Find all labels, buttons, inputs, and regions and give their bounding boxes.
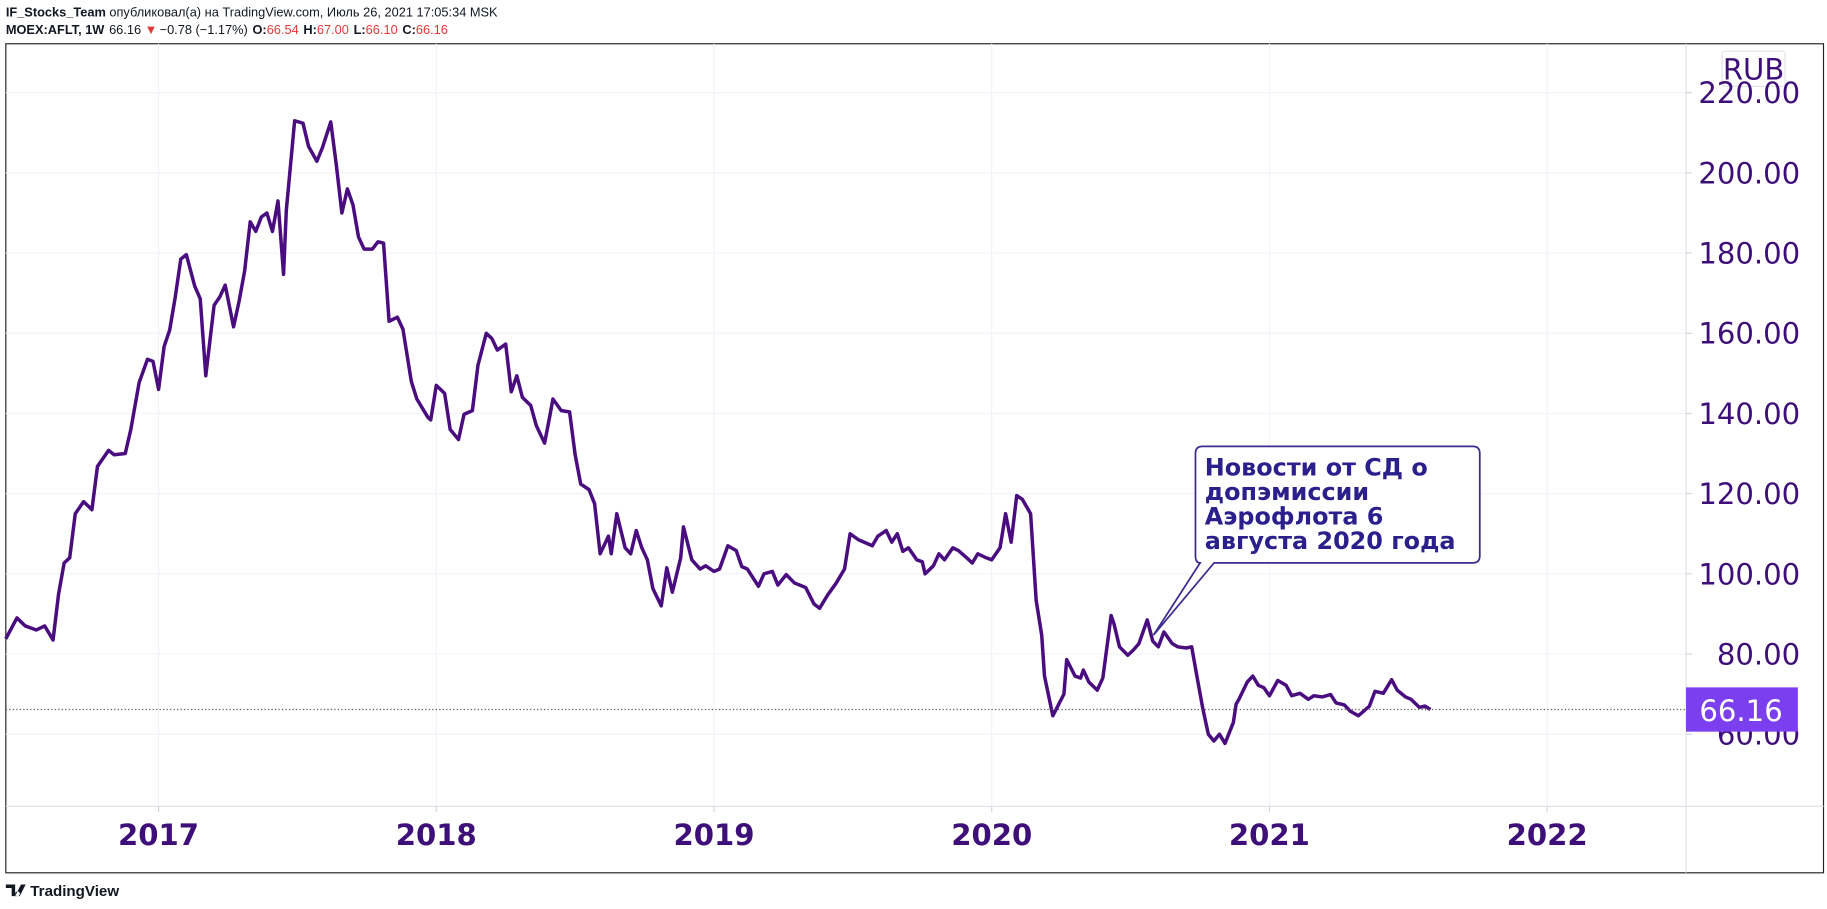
y-tick-label: 180.00 — [1698, 237, 1800, 271]
ohlc-value: 66.16 — [416, 22, 448, 37]
x-tick-label: 2020 — [951, 818, 1032, 852]
x-tick-label: 2017 — [118, 818, 199, 852]
grid — [5, 43, 1687, 807]
callout-line: допэмиссии — [1205, 478, 1369, 506]
plot — [4, 119, 1687, 746]
y-tick-label: 120.00 — [1698, 477, 1800, 511]
brand: TradingView — [30, 883, 119, 900]
author: IF_Stocks_Team — [6, 4, 106, 19]
change: −0.78 (−1.17%) — [160, 22, 248, 37]
price-tag — [1686, 687, 1798, 732]
published: опубликовал(а) на TradingView.com, Июль … — [109, 4, 498, 19]
ohlc-label: O: — [252, 22, 266, 37]
ohlc-value: 66.54 — [267, 22, 299, 37]
y-tick-label: 140.00 — [1698, 397, 1800, 431]
x-tick-label: 2018 — [396, 818, 477, 852]
ohlc-label: L: — [354, 22, 366, 37]
callout-line: августа 2020 года — [1205, 527, 1456, 555]
ohlc-label: C: — [402, 22, 416, 37]
symbol: MOEX:AFLT, 1W — [6, 22, 105, 37]
header-line-2: MOEX:AFLT, 1W 66.16 ▼ −0.78 (−1.17%) O:66.54… — [6, 22, 448, 37]
x-tick-label: 2019 — [673, 818, 754, 852]
logo-icon — [5, 884, 26, 897]
price-tag-label: 66.16 — [1699, 694, 1782, 728]
currency-box — [1721, 50, 1786, 87]
y-tick-label: 200.00 — [1698, 156, 1800, 190]
header-line-1: IF_Stocks_Team опубликовал(а) на TradingV… — [6, 4, 498, 19]
callout-line: Аэрофлота 6 — [1205, 502, 1384, 530]
callout-text: Новости от СД о допэмиссии Аэрофлота 6 а… — [1205, 453, 1456, 554]
ohlc-value: 66.10 — [366, 22, 398, 37]
ohlc-value: 67.00 — [317, 22, 349, 37]
y-tick-label: 220.00 — [1698, 76, 1800, 110]
callout — [1152, 445, 1481, 636]
y-tick-label: 80.00 — [1717, 638, 1800, 672]
currency: RUB — [1723, 52, 1785, 86]
y-tick-label: 100.00 — [1698, 557, 1800, 591]
y-tick-label: 160.00 — [1698, 317, 1800, 351]
callout-line: Новости от СД о — [1205, 453, 1428, 481]
price-line — [4, 119, 1432, 746]
x-tick-label: 2022 — [1507, 818, 1588, 852]
last-price: 66.16 — [109, 22, 141, 37]
chart-frame — [5, 43, 1825, 874]
change-arrow: ▼ — [145, 22, 158, 37]
brand-logo: TradingView — [5, 883, 119, 900]
x-tick-label: 2021 — [1229, 818, 1310, 852]
ohlc-label: H: — [303, 22, 317, 37]
